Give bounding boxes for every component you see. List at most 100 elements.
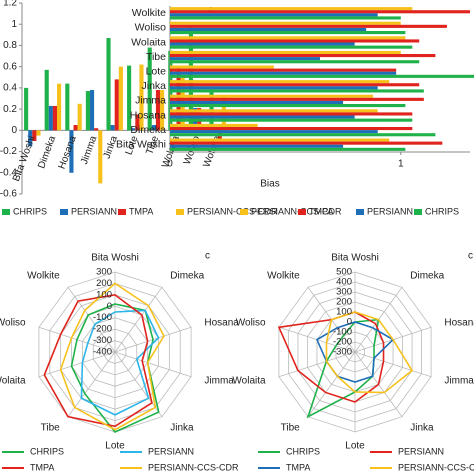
bar bbox=[147, 47, 152, 131]
bar bbox=[170, 83, 420, 87]
category-label: Tibe bbox=[281, 423, 301, 434]
category-label: Wolaita bbox=[232, 376, 266, 387]
bar bbox=[170, 36, 406, 40]
x-tick-label: 1 bbox=[398, 159, 404, 170]
legend-swatch bbox=[60, 209, 68, 215]
category-label: Woliso bbox=[236, 318, 266, 329]
bar bbox=[155, 90, 161, 131]
legend-label: PERSIANN-CCS-CDR bbox=[148, 462, 239, 472]
legend-swatch bbox=[356, 209, 364, 215]
bar bbox=[57, 83, 62, 131]
legend-label: CHRIPS bbox=[30, 446, 64, 456]
bar bbox=[170, 86, 378, 90]
category-label: Lote bbox=[345, 441, 365, 452]
legend-label: CHRIPS bbox=[286, 446, 320, 456]
bar bbox=[170, 141, 443, 145]
bar bbox=[170, 144, 344, 148]
bar bbox=[73, 125, 78, 131]
category-label: Wolkite bbox=[267, 271, 300, 282]
r-tick-label: -200 bbox=[93, 324, 112, 335]
series-line bbox=[43, 294, 153, 428]
y-tick-label: Hosana bbox=[130, 109, 166, 121]
bar bbox=[160, 90, 165, 131]
legend-swatch bbox=[240, 209, 248, 215]
legend-label: PERSIANN-CCS-CDR bbox=[187, 206, 278, 216]
bar bbox=[170, 31, 406, 35]
r-tick-label: -400 bbox=[93, 347, 112, 358]
series-line bbox=[325, 311, 414, 394]
bar bbox=[170, 10, 470, 14]
bar bbox=[94, 128, 99, 131]
bar bbox=[170, 104, 406, 108]
y-tick-label: 1 bbox=[11, 19, 17, 30]
y-tick-label: -0.6 bbox=[0, 189, 17, 200]
y-tick-label: 0.2 bbox=[3, 104, 17, 115]
category-label: Tibe bbox=[41, 423, 61, 434]
bar bbox=[170, 39, 420, 43]
legend-label: TMPA bbox=[286, 462, 310, 472]
bar bbox=[52, 105, 58, 131]
legend-label: PERSIANN bbox=[398, 446, 444, 456]
category-label: Jimma bbox=[204, 376, 234, 387]
r-tick-label: 200 bbox=[336, 297, 352, 308]
y-tick-label: 0.8 bbox=[3, 40, 17, 51]
y-tick-label: -0.2 bbox=[0, 146, 17, 157]
bar bbox=[170, 16, 401, 20]
r-tick-label: -300 bbox=[333, 347, 352, 358]
bar bbox=[170, 21, 401, 25]
bar bbox=[44, 69, 49, 131]
bar bbox=[139, 64, 144, 131]
legend-label: TMPA bbox=[309, 206, 333, 216]
r-tick-label: 100 bbox=[96, 289, 112, 300]
y-tick-label: 0.4 bbox=[3, 83, 17, 94]
bar bbox=[188, 26, 193, 131]
category-label: Wolaita bbox=[0, 376, 26, 387]
bar bbox=[170, 147, 406, 151]
bar bbox=[170, 53, 436, 58]
bar bbox=[170, 71, 397, 75]
r-tick-label: 200 bbox=[96, 278, 112, 289]
bar bbox=[170, 112, 413, 116]
legend-swatch bbox=[414, 209, 422, 215]
series-line bbox=[315, 321, 395, 383]
bar bbox=[170, 138, 390, 142]
r-tick-label: 400 bbox=[336, 277, 352, 288]
bar bbox=[106, 38, 111, 131]
y-tick-label: Woliso bbox=[135, 22, 166, 34]
series-line bbox=[80, 309, 160, 416]
x-axis-title: Bias bbox=[260, 179, 279, 190]
bar bbox=[170, 57, 320, 61]
bar bbox=[77, 103, 82, 131]
bar bbox=[170, 94, 374, 98]
y-tick-label: 0 bbox=[11, 125, 17, 136]
bar bbox=[151, 125, 156, 131]
category-label: Hosana bbox=[444, 318, 474, 329]
panel-label: c bbox=[205, 251, 210, 262]
y-tick-label: Bita Woshi bbox=[116, 138, 166, 150]
bar bbox=[170, 45, 413, 49]
y-tick-label: Dimeka bbox=[130, 124, 166, 136]
category-label: Dimeka bbox=[410, 271, 444, 282]
bar bbox=[114, 79, 119, 131]
legend-label: PERSIANN-CCS-CDR bbox=[251, 206, 342, 216]
legend-label: PERSIANN bbox=[148, 446, 194, 456]
bar bbox=[170, 115, 355, 119]
y-tick-label: 0.6 bbox=[3, 61, 17, 72]
bar bbox=[170, 60, 420, 64]
legend-label: PERSIANN bbox=[71, 206, 117, 216]
legend-label: CHRIPS bbox=[425, 206, 459, 216]
category-label: Jimma bbox=[444, 376, 474, 387]
bar bbox=[98, 130, 103, 184]
bar bbox=[32, 130, 37, 141]
r-tick-label: -200 bbox=[333, 337, 352, 348]
y-tick-label: -0.4 bbox=[0, 167, 17, 178]
bar bbox=[170, 109, 378, 113]
legend-swatch bbox=[176, 209, 184, 215]
bar bbox=[170, 65, 274, 69]
legend-label: TMPA bbox=[30, 462, 54, 472]
series-line bbox=[277, 311, 385, 403]
bar bbox=[170, 133, 436, 137]
category-label: Woliso bbox=[0, 318, 26, 329]
bar bbox=[85, 91, 90, 131]
spoke bbox=[354, 351, 432, 378]
